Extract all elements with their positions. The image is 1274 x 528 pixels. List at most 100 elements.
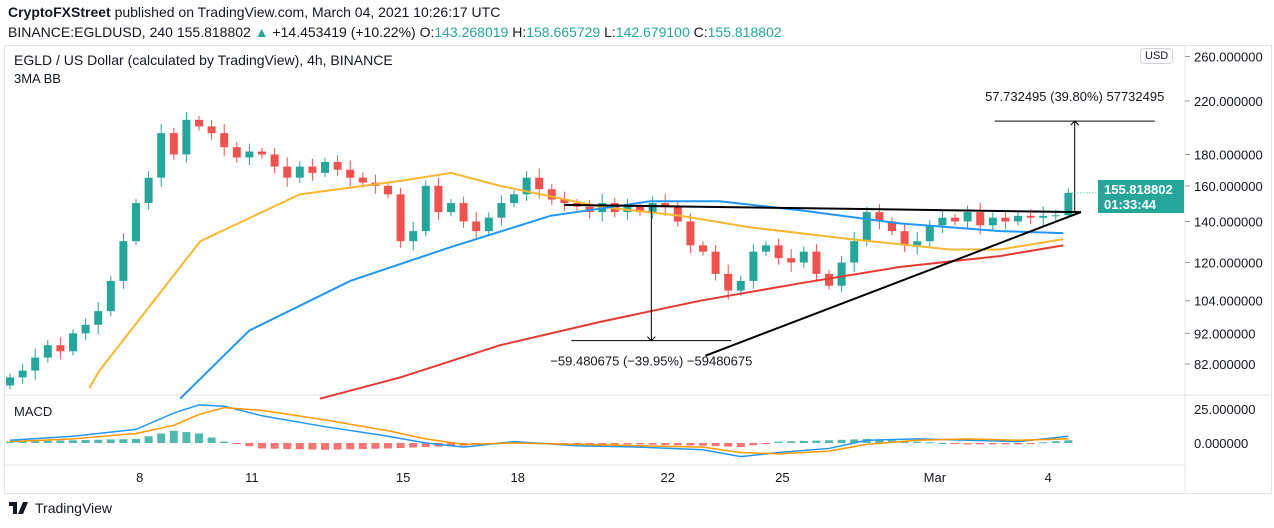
macd-histogram-bar: [699, 443, 707, 446]
symbol-info: BINANCE:EGLDUSD, 240 155.818802 ▲ +14.45…: [8, 24, 782, 40]
candle-body: [447, 203, 455, 213]
candle-body: [132, 203, 140, 242]
macd-histogram-bar: [976, 443, 985, 445]
macd-histogram-bar: [132, 438, 140, 443]
close-value: 155.818802: [707, 24, 782, 40]
measure-label: 57.732495 (39.80%) 57732495: [985, 89, 1164, 104]
candle-body: [875, 212, 884, 222]
macd-label[interactable]: MACD: [14, 404, 53, 419]
macd-histogram-bar: [661, 443, 670, 445]
macd-histogram-bar: [837, 439, 846, 443]
candle-body: [472, 221, 481, 232]
candle-body: [535, 177, 544, 190]
tradingview-label: TradingView: [35, 500, 113, 516]
macd-histogram-bar: [1026, 443, 1035, 444]
candle-body: [661, 203, 670, 207]
candle-body: [321, 161, 329, 173]
candle-body: [673, 206, 682, 222]
trendline: [564, 203, 1082, 214]
x-tick-label: 4: [1045, 470, 1052, 485]
x-tick-label: 15: [396, 470, 410, 485]
macd-histogram-bar: [81, 440, 90, 443]
candle-body: [547, 189, 556, 200]
candle-body: [182, 119, 191, 155]
macd-histogram-bar: [762, 443, 770, 444]
candle-body: [195, 119, 203, 127]
candle-body: [812, 251, 821, 274]
candle-body: [421, 185, 430, 232]
macd-histogram-bar: [106, 439, 115, 443]
candle-body: [1026, 215, 1035, 218]
macd-histogram-bar: [736, 443, 745, 448]
up-triangle-icon: ▲: [254, 24, 269, 40]
chart-frame: [4, 45, 1272, 494]
macd-histogram-bar: [787, 441, 796, 443]
candle-body: [900, 231, 909, 246]
candle-body: [358, 177, 367, 183]
candle-body: [988, 217, 997, 226]
macd-line: [9, 404, 1069, 458]
candle-body: [648, 203, 657, 213]
publisher: CryptoFXStreet: [8, 4, 111, 20]
candle-body: [787, 258, 796, 263]
candle-body: [396, 194, 405, 242]
candle-body: [724, 273, 733, 291]
macd-histogram-bar: [1014, 443, 1022, 445]
candle-body: [762, 245, 770, 252]
macd-histogram-bar: [232, 443, 241, 444]
candle-body: [938, 217, 947, 226]
macd-histogram-bar: [119, 439, 128, 443]
macd-y-tick-label: 0.000000: [1194, 436, 1248, 451]
macd-histogram-bar: [308, 443, 317, 450]
ma-line-ma200: [319, 244, 1064, 400]
macd-histogram-bar: [207, 437, 216, 443]
macd-histogram-bar: [1064, 440, 1073, 443]
candle-body: [270, 154, 279, 167]
candle-body: [963, 212, 972, 222]
macd-histogram-bar: [963, 443, 972, 445]
macd-histogram-bar: [295, 443, 304, 450]
candle-body: [434, 185, 443, 213]
y-tick-label: 82.000000: [1194, 357, 1255, 372]
low-value: 142.679100: [615, 24, 690, 40]
measure-label: −59.480675 (−39.95%) −59480675: [550, 354, 752, 369]
macd-histogram-bar: [245, 443, 254, 447]
macd-histogram-bar: [951, 443, 959, 444]
bar-countdown: 01:33:44: [1104, 197, 1157, 212]
macd-histogram-bar: [258, 443, 266, 449]
candle-body: [699, 245, 707, 252]
candle-body: [18, 370, 27, 378]
macd-histogram-bar: [409, 443, 418, 448]
macd-histogram-bar: [1039, 442, 1048, 444]
candle-body: [144, 177, 153, 204]
open-value: 143.268019: [434, 24, 509, 40]
candle-body: [232, 147, 241, 158]
current-price-label: 155.818802 01:33:44: [1098, 180, 1184, 213]
macd-histogram-bar: [447, 443, 455, 447]
macd-histogram-bar: [1001, 443, 1010, 445]
candle-body: [560, 199, 569, 204]
macd-histogram-bar: [711, 443, 720, 447]
tradingview-logo[interactable]: TradingView: [8, 500, 112, 516]
tradingview-logo-icon: [9, 502, 28, 514]
y-tick-label: 140.000000: [1194, 214, 1263, 229]
candle-body: [510, 194, 518, 204]
candle-body: [409, 231, 418, 242]
candle-body: [31, 357, 40, 371]
candle-body: [749, 251, 758, 281]
macd-histogram-bar: [358, 443, 367, 449]
macd-histogram-bar: [396, 443, 405, 448]
macd-histogram-bar: [749, 443, 758, 446]
indicator-label[interactable]: 3MA BB: [14, 71, 61, 86]
currency-button[interactable]: USD: [1140, 48, 1174, 64]
y-tick-label: 104.000000: [1194, 294, 1263, 309]
macd-histogram-bar: [875, 439, 884, 443]
candle-body: [1051, 215, 1060, 217]
macd-histogram-bar: [585, 443, 594, 445]
candle-body: [522, 177, 531, 195]
candle-body: [1039, 215, 1048, 218]
candle-body: [384, 185, 392, 195]
symbol: BINANCE:EGLDUSD, 240: [8, 24, 173, 40]
macd-histogram-bar: [346, 443, 355, 450]
